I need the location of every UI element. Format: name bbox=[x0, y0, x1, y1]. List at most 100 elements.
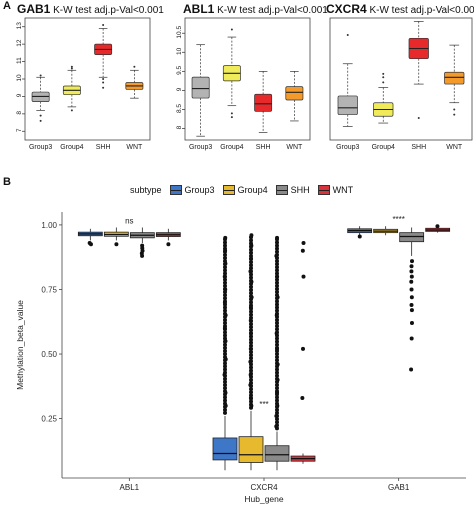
outlier-point bbox=[410, 259, 415, 264]
x-tick-label: Group4 bbox=[220, 144, 243, 151]
outlier-point bbox=[249, 250, 253, 255]
outlier-point bbox=[275, 373, 279, 378]
outlier-point bbox=[114, 242, 119, 247]
outlier-point bbox=[249, 306, 253, 311]
outlier-point bbox=[409, 274, 414, 279]
outlier-point bbox=[249, 315, 253, 320]
outlier-point bbox=[223, 401, 227, 406]
outlier-point bbox=[223, 389, 227, 394]
outlier-point bbox=[223, 259, 227, 264]
outlier-point bbox=[39, 74, 42, 77]
outlier-point bbox=[275, 339, 279, 344]
x-tick-label: Group4 bbox=[60, 144, 83, 151]
outlier-point bbox=[249, 291, 253, 296]
outlier-point bbox=[300, 346, 305, 351]
outlier-point bbox=[249, 297, 253, 302]
outlier-point bbox=[275, 249, 279, 254]
outlier-point bbox=[223, 296, 227, 301]
outlier-point bbox=[275, 265, 279, 270]
outlier-point bbox=[223, 240, 227, 245]
outlier-point bbox=[223, 280, 227, 285]
outlier-point bbox=[223, 361, 227, 366]
outlier-point bbox=[275, 243, 279, 248]
test-label: K-W test adj.p-Val<0.001 bbox=[53, 5, 164, 16]
box-group3 bbox=[212, 437, 238, 461]
outlier-point bbox=[249, 353, 253, 358]
outlier-point bbox=[249, 340, 253, 345]
outlier-point bbox=[435, 224, 440, 229]
outlier-point bbox=[223, 339, 227, 344]
outlier-point bbox=[409, 269, 414, 274]
y-tick-label: 9 bbox=[176, 87, 183, 91]
outlier-point bbox=[275, 395, 279, 400]
outlier-point bbox=[275, 342, 279, 347]
outlier-point bbox=[223, 314, 227, 319]
outlier-point bbox=[275, 407, 279, 412]
outlier-point bbox=[102, 86, 105, 89]
legend-label: Group3 bbox=[184, 185, 215, 195]
outlier-point bbox=[249, 284, 253, 289]
panel-letter-b: B bbox=[3, 176, 11, 188]
outlier-point bbox=[409, 279, 414, 284]
outlier-point bbox=[249, 399, 253, 404]
outlier-point bbox=[223, 305, 227, 310]
outlier-point bbox=[249, 278, 253, 283]
outlier-point bbox=[223, 345, 227, 350]
outlier-point bbox=[70, 67, 73, 70]
outlier-point bbox=[223, 404, 227, 409]
outlier-point bbox=[275, 370, 279, 375]
outlier-point bbox=[223, 355, 227, 360]
outlier-point bbox=[275, 327, 279, 332]
outlier-point bbox=[230, 116, 233, 119]
outlier-point bbox=[223, 308, 227, 313]
outlier-point bbox=[249, 325, 253, 330]
outlier-point bbox=[275, 296, 279, 301]
legend-swatch-shh bbox=[275, 185, 288, 195]
outlier-point bbox=[223, 398, 227, 403]
outlier-point bbox=[357, 234, 362, 239]
outlier-point bbox=[409, 302, 414, 307]
plot-frame bbox=[24, 17, 151, 141]
outlier-point bbox=[275, 280, 279, 285]
outlier-point bbox=[275, 240, 279, 245]
outlier-point bbox=[223, 410, 227, 415]
outlier-point bbox=[301, 240, 306, 245]
outlier-point bbox=[275, 283, 279, 288]
x-tick-label: SHH bbox=[411, 144, 426, 151]
outlier-point bbox=[249, 241, 253, 246]
significance-label: ns bbox=[125, 216, 133, 225]
test-label: K-W test adj.p-Val<0.001 bbox=[217, 5, 328, 16]
legend-swatch-group3 bbox=[169, 185, 182, 195]
outlier-point bbox=[275, 302, 279, 307]
outlier-point bbox=[223, 379, 227, 384]
x-tick-label: WNT bbox=[286, 144, 303, 151]
x-tick-label: SHH bbox=[96, 144, 111, 151]
outlier-point bbox=[346, 33, 349, 36]
y-tick-label: 10.5 bbox=[176, 26, 183, 39]
outlier-point bbox=[223, 249, 227, 254]
outlier-point bbox=[249, 390, 253, 395]
x-tick-label: Group3 bbox=[29, 144, 52, 151]
outlier-point bbox=[275, 420, 279, 425]
outlier-point bbox=[87, 240, 92, 245]
legend-item-shh: SHH bbox=[275, 185, 310, 195]
outlier-point bbox=[249, 405, 253, 410]
significance-label: **** bbox=[392, 215, 404, 224]
y-tick-label: 8 bbox=[176, 125, 183, 129]
y-tick-label: 8 bbox=[16, 111, 23, 115]
outlier-point bbox=[275, 324, 279, 329]
outlier-point bbox=[249, 257, 253, 262]
legend-label: Group4 bbox=[237, 185, 268, 195]
outlier-point bbox=[275, 308, 279, 313]
test-label: K-W test adj.p-Val<0.001 bbox=[369, 5, 474, 16]
outlier-point bbox=[223, 265, 227, 270]
outlier-point bbox=[275, 355, 279, 360]
outlier-point bbox=[223, 342, 227, 347]
outlier-point bbox=[275, 361, 279, 366]
outlier-point bbox=[223, 348, 227, 353]
outlier-point bbox=[223, 373, 227, 378]
outlier-point bbox=[223, 243, 227, 248]
outlier-point bbox=[275, 410, 279, 415]
panel-letter-a: A bbox=[3, 0, 11, 12]
outlier-point bbox=[275, 376, 279, 381]
